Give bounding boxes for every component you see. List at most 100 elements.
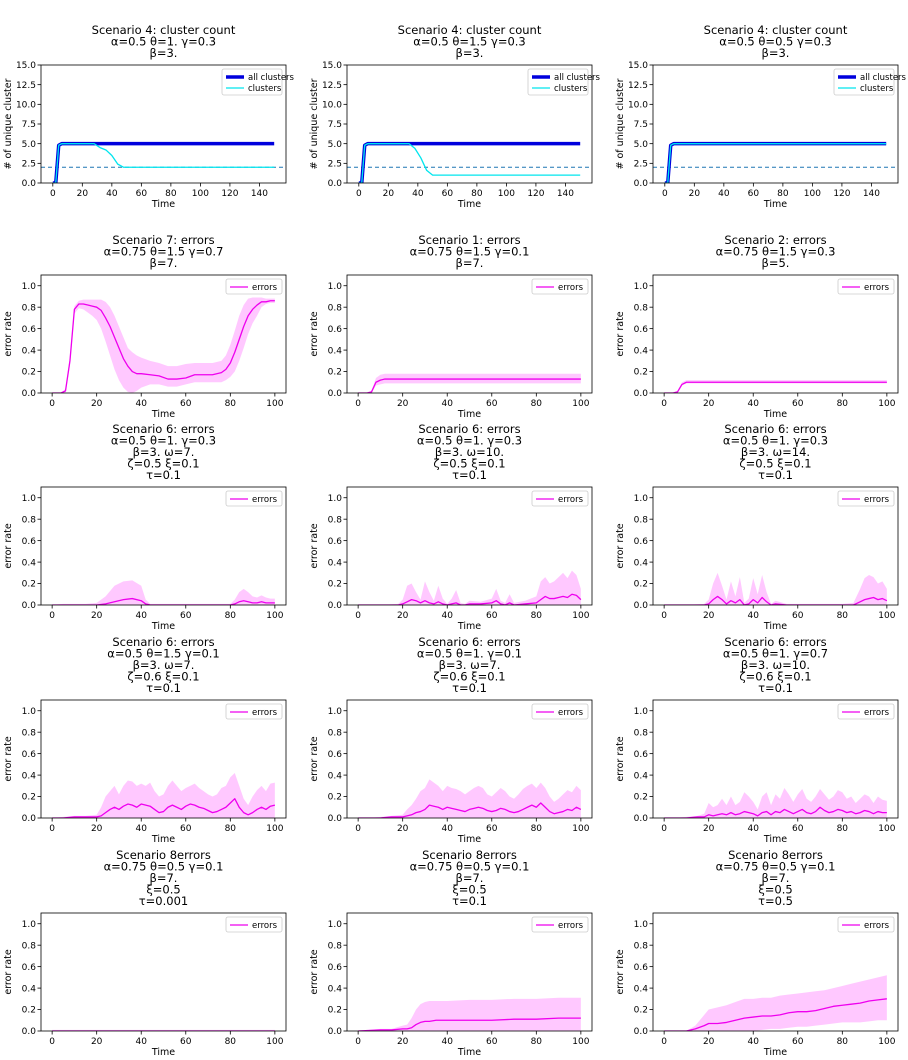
y-tick-label: 0.4: [328, 346, 343, 356]
legend-entry: errors: [558, 283, 584, 293]
subplot-title-line: β=3. ω=7.: [133, 658, 195, 672]
x-tick-label: 40: [442, 824, 454, 834]
plot-frame: [652, 912, 899, 1032]
subplot-title-line: Scenario 7: errors: [112, 233, 214, 247]
legend-box: [531, 278, 589, 295]
y-tick-label: 10.0: [16, 101, 36, 111]
y-tick-label: 1.0: [634, 494, 649, 504]
x-tick-label: 60: [180, 824, 192, 834]
y-tick-label: 0.8: [22, 941, 37, 951]
y-tick-label: 0.8: [634, 941, 649, 951]
y-tick-label: 2.5: [634, 160, 648, 170]
subplot-title-line: α=0.75 θ=0.5 γ=0.1: [716, 860, 836, 874]
y-tick-label: 0.2: [22, 580, 36, 590]
series-line-errors: [664, 998, 887, 1031]
x-tick-label: 20: [383, 189, 395, 199]
series-line-clusters: [52, 143, 275, 183]
x-axis-label: Time: [457, 409, 481, 420]
x-tick-label: 80: [225, 824, 237, 834]
x-axis-label: Time: [151, 834, 175, 845]
x-tick-label: 0: [49, 824, 55, 834]
x-tick-label: 40: [442, 611, 454, 621]
plot-frame: [346, 274, 593, 394]
legend-box: [225, 703, 283, 720]
plot-area: [664, 975, 887, 1031]
y-tick-label: 2.5: [22, 160, 36, 170]
subplot-title-line: Scenario 6: errors: [112, 635, 214, 649]
y-tick-label: 0.2: [22, 1006, 36, 1016]
y-tick-label: 0.8: [328, 515, 343, 525]
subplot-title-line: α=0.5 θ=1. γ=0.3: [111, 434, 216, 448]
legend-entry: errors: [864, 283, 890, 293]
subplot-title-line: Scenario 2: errors: [724, 233, 826, 247]
y-tick-label: 0.0: [634, 601, 649, 611]
subplot-title-line: ζ=0.6 ξ=0.1: [433, 670, 505, 684]
x-tick-label: 80: [531, 611, 543, 621]
series-line-errors: [358, 378, 581, 393]
x-tick-label: 40: [136, 824, 148, 834]
y-axis-label: error rate: [3, 949, 14, 994]
subplot-title-line: Scenario 6: errors: [418, 422, 520, 436]
y-tick-label: 0.2: [328, 793, 342, 803]
series-line-clusters: [664, 143, 887, 183]
legend-entry: all clusters: [860, 73, 907, 83]
y-axis-label: error rate: [615, 523, 626, 568]
x-tick-label: 100: [266, 1037, 283, 1047]
x-tick-label: 80: [225, 1037, 237, 1047]
subplot-title-line: τ=0.1: [758, 468, 793, 482]
y-tick-label: 0.6: [328, 325, 343, 335]
y-tick-label: 7.5: [328, 120, 342, 130]
error-band: [52, 580, 275, 605]
y-axis-label: error rate: [309, 523, 320, 568]
x-tick-label: 60: [792, 824, 804, 834]
x-tick-label: 100: [572, 399, 589, 409]
subplot-title-line: α=0.5 θ=1. γ=0.3: [723, 434, 828, 448]
y-tick-label: 1.0: [328, 494, 343, 504]
plot-area: [358, 570, 582, 605]
y-axis-label: error rate: [309, 949, 320, 994]
series-line-all-clusters: [52, 141, 275, 183]
subplot-title-line: τ=0.1: [452, 468, 487, 482]
y-axis-label: error rate: [615, 311, 626, 356]
x-tick-label: 120: [527, 189, 544, 199]
x-tick-label: 40: [748, 824, 760, 834]
legend-entry: errors: [252, 708, 278, 718]
y-axis-label: error rate: [615, 736, 626, 781]
x-axis-label: Time: [457, 1047, 481, 1058]
plot-area: [41, 141, 286, 183]
y-tick-label: 0.2: [634, 1006, 648, 1016]
x-tick-label: 0: [50, 189, 56, 199]
y-axis-label: # of unique cluster: [615, 78, 626, 169]
series-line-errors: [358, 593, 582, 605]
legend-entry: errors: [558, 495, 584, 505]
y-tick-label: 7.5: [634, 120, 648, 130]
x-tick-label: 40: [442, 399, 454, 409]
y-tick-label: 0.8: [634, 515, 649, 525]
x-tick-label: 20: [397, 611, 409, 621]
y-tick-label: 0.0: [634, 389, 649, 399]
y-axis-label: # of unique cluster: [3, 78, 14, 169]
x-tick-label: 20: [91, 824, 103, 834]
y-tick-label: 0.4: [22, 346, 37, 356]
subplot-title-line: α=0.75 θ=1.5 γ=0.7: [104, 245, 224, 259]
x-tick-label: 0: [356, 189, 362, 199]
x-axis-label: Time: [151, 199, 175, 210]
x-tick-label: 20: [91, 1037, 103, 1047]
x-tick-label: 40: [748, 399, 760, 409]
y-tick-label: 15.0: [322, 61, 342, 71]
x-tick-label: 0: [662, 189, 668, 199]
subplot-title-line: τ=0.1: [146, 468, 181, 482]
legend-entry: errors: [864, 708, 890, 718]
legend-box: [225, 278, 283, 295]
legend: errors: [837, 703, 895, 720]
y-tick-label: 0.6: [22, 963, 37, 973]
legend-entry: all clusters: [554, 73, 601, 83]
legend-box: [837, 490, 895, 507]
y-tick-label: 15.0: [16, 61, 36, 71]
